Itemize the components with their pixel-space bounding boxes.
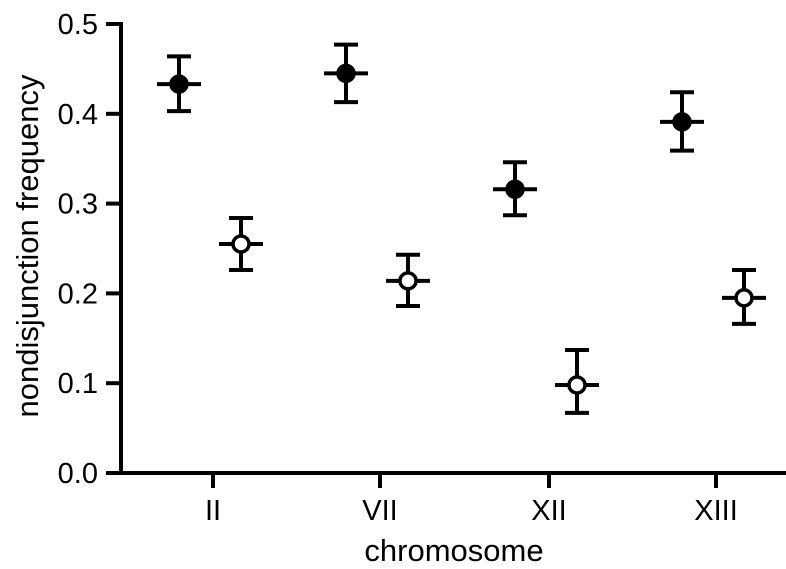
y-tick-label: 0.4 bbox=[58, 99, 98, 131]
y-tick-label: 0.3 bbox=[58, 189, 98, 221]
y-tick-label: 0.5 bbox=[58, 9, 98, 41]
filled-marker bbox=[672, 112, 692, 132]
y-axis-ticks: 0.0 0.1 0.2 0.3 0.4 0.5 bbox=[58, 9, 121, 490]
y-tick-label: 0.2 bbox=[58, 278, 98, 310]
y-tick-label: 0.1 bbox=[58, 368, 98, 400]
x-axis-label: chromosome bbox=[364, 533, 543, 568]
open-marker bbox=[567, 375, 587, 395]
filled-marker bbox=[505, 179, 525, 199]
data-point bbox=[722, 268, 766, 326]
open-marker bbox=[231, 234, 251, 254]
plot-area bbox=[157, 42, 766, 415]
data-point bbox=[219, 215, 263, 273]
x-tick-label: VII bbox=[362, 495, 397, 527]
open-marker bbox=[734, 288, 754, 308]
data-point bbox=[555, 347, 599, 415]
x-tick-label: XIII bbox=[694, 495, 738, 527]
data-point bbox=[324, 42, 368, 105]
x-tick-label: XII bbox=[531, 495, 566, 527]
filled-marker bbox=[169, 74, 189, 94]
open-marker bbox=[398, 271, 418, 291]
y-axis-label: nondisjunction frequency bbox=[10, 74, 45, 417]
data-point bbox=[660, 90, 704, 153]
filled-marker bbox=[336, 63, 356, 84]
y-tick-label: 0.0 bbox=[58, 458, 98, 490]
data-point bbox=[157, 54, 201, 114]
x-axis-ticks: II VII XII XIII bbox=[205, 473, 738, 527]
x-tick-label: II bbox=[205, 495, 221, 527]
data-point bbox=[493, 160, 537, 218]
data-point bbox=[386, 252, 430, 308]
